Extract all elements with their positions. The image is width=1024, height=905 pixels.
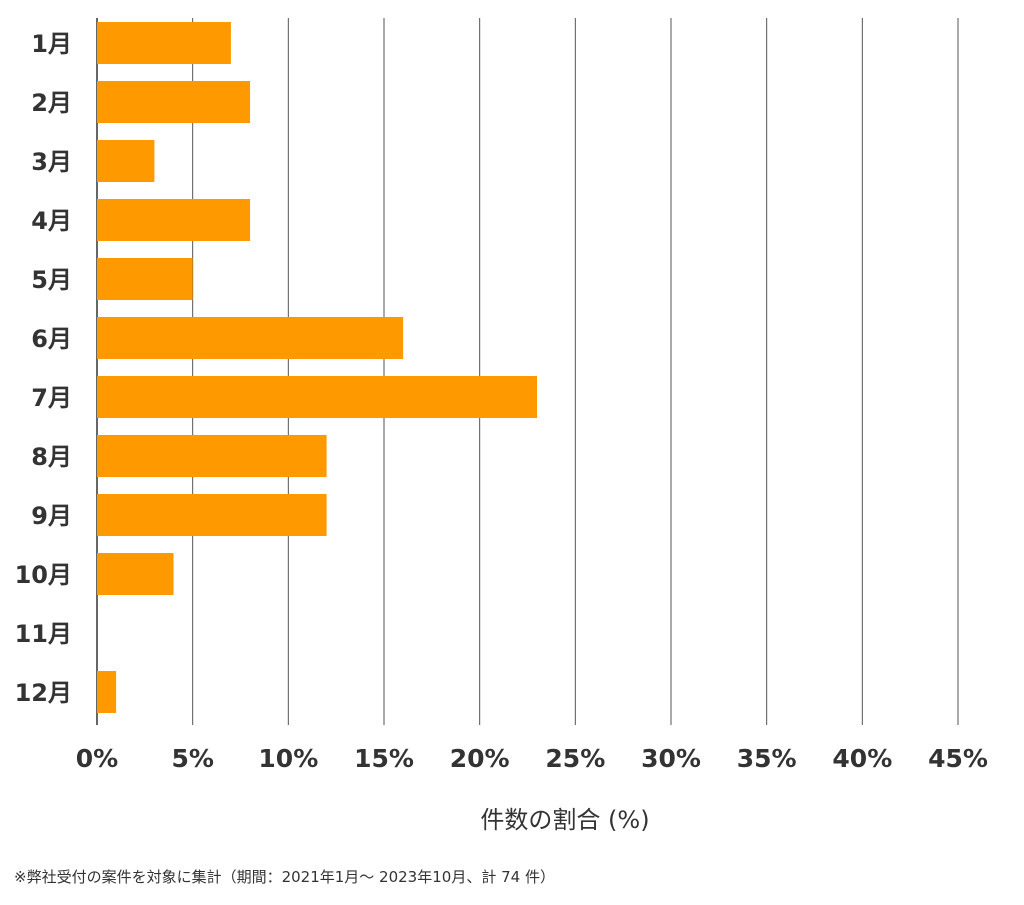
bar-9: [97, 494, 327, 536]
category-label: 3月: [31, 148, 72, 176]
category-label: 1月: [31, 30, 72, 58]
x-tick-label: 40%: [832, 744, 892, 773]
x-tick-labels: 0% 5% 10% 15% 20% 25% 30% 35% 40% 45%: [76, 744, 988, 773]
category-label: 10月: [15, 561, 72, 589]
bar-6: [97, 317, 404, 359]
x-tick-label: 35%: [737, 744, 797, 773]
category-labels: 1月 2月 3月 4月 5月 6月 7月 8月 9月 10月 11月 12月: [15, 30, 72, 707]
x-tick-label: 15%: [354, 744, 414, 773]
x-tick-label: 0%: [76, 744, 118, 773]
category-label: 5月: [31, 266, 72, 294]
category-label: 7月: [31, 384, 72, 412]
category-label: 11月: [15, 620, 72, 648]
bar-12: [97, 671, 117, 713]
footnote: ※弊社受付の案件を対象に集計（期間：2021年1月～ 2023年10月、計 74…: [14, 868, 555, 886]
bar-chart: 1月 2月 3月 4月 5月 6月 7月 8月 9月 10月 11月 12月 0% 5% 10% 15% 20…: [15, 18, 988, 834]
category-label: 2月: [31, 89, 72, 117]
x-axis-title: 件数の割合 (%): [480, 806, 649, 834]
bar-3: [97, 140, 155, 182]
category-label: 6月: [31, 325, 72, 353]
bar-5: [97, 258, 193, 300]
bar-8: [97, 435, 327, 477]
bars: [97, 22, 538, 713]
bar-1: [97, 22, 231, 64]
x-tick-label: 30%: [641, 744, 701, 773]
category-label: 8月: [31, 443, 72, 471]
bar-2: [97, 81, 251, 123]
bar-4: [97, 199, 251, 241]
x-tick-label: 45%: [928, 744, 988, 773]
x-tick-label: 25%: [545, 744, 605, 773]
grid-lines: [96, 18, 959, 725]
bar-7: [97, 376, 538, 418]
x-tick-label: 5%: [171, 744, 213, 773]
category-label: 9月: [31, 502, 72, 530]
x-tick-label: 10%: [258, 744, 318, 773]
bar-10: [97, 553, 174, 595]
x-tick-label: 20%: [450, 744, 510, 773]
category-label: 12月: [15, 679, 72, 707]
category-label: 4月: [31, 207, 72, 235]
